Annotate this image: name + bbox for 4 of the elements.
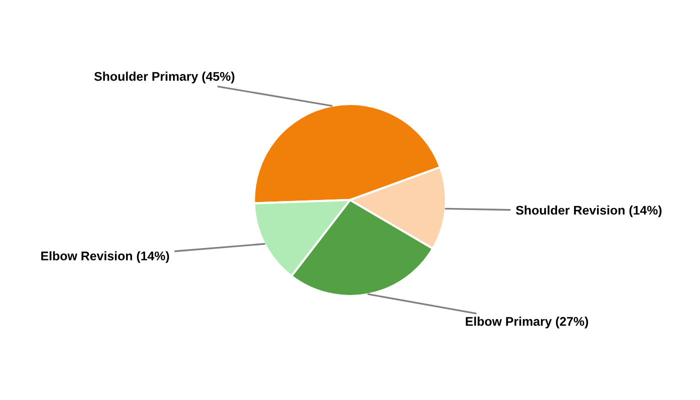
- slice-label: Shoulder Primary (45%): [94, 72, 234, 84]
- slice-label: Elbow Revision (14%): [41, 251, 170, 263]
- slice-label: Shoulder Revision (14%): [516, 205, 662, 218]
- slice-label: Elbow Primary (27%): [466, 316, 588, 328]
